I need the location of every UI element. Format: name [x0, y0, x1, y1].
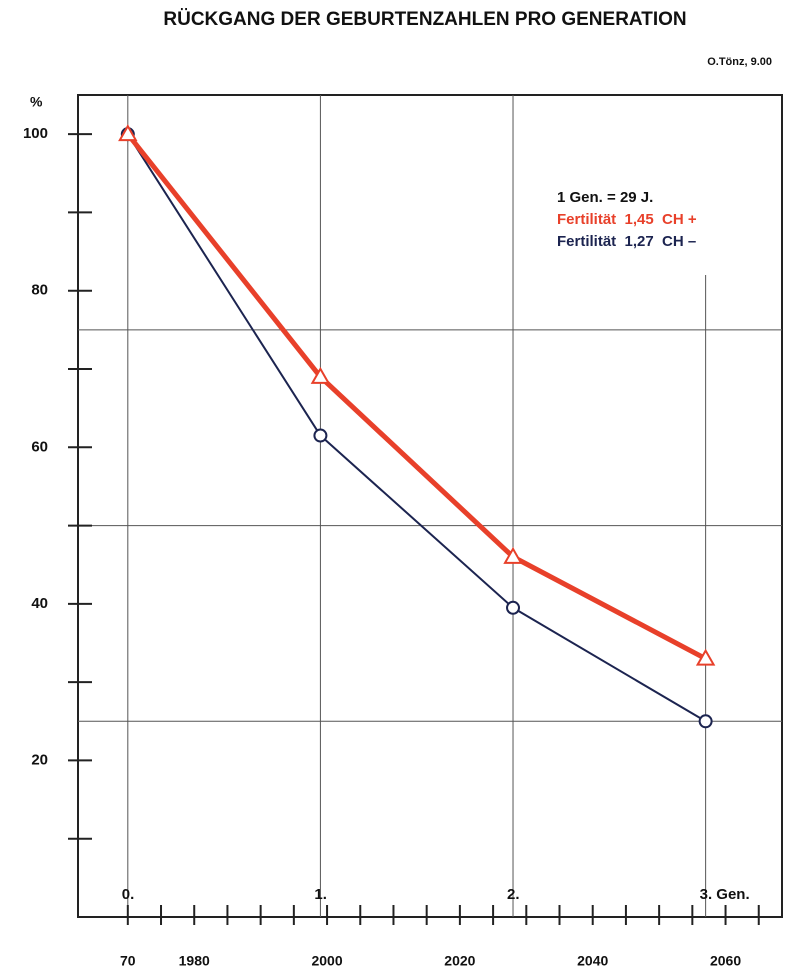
legend-entry: Fertilität 1,27 CH –: [557, 233, 696, 250]
x-tick-label: 2000: [311, 953, 342, 969]
y-tick-label: 20: [31, 751, 48, 768]
y-tick-label: 80: [31, 282, 48, 299]
marker: [118, 124, 138, 142]
y-tick-label: 100: [23, 125, 48, 142]
annotation: 1 Gen. = 29 J.: [557, 189, 653, 206]
marker: [506, 600, 521, 615]
generation-label: 3. Gen.: [700, 886, 750, 903]
x-tick-label: 70: [120, 953, 136, 969]
y-axis-label: %: [30, 94, 43, 110]
x-tick-label: 2020: [444, 953, 475, 969]
marker: [313, 428, 328, 443]
generation-label: 2.: [507, 886, 520, 903]
marker: [310, 366, 331, 384]
chart-subtitle: O.Tönz, 9.00: [707, 56, 772, 68]
x-tick-label: 1980: [179, 953, 210, 969]
marker: [695, 648, 716, 666]
chart-title: RÜCKGANG DER GEBURTENZAHLEN PRO GENERATI…: [163, 9, 686, 30]
series-line: [126, 133, 707, 723]
y-tick-label: 40: [31, 595, 48, 612]
y-tick-label: 60: [31, 438, 48, 455]
generation-label: 1.: [314, 886, 327, 903]
generation-label: 0.: [122, 886, 135, 903]
x-tick-label: 2060: [710, 953, 741, 969]
marker: [698, 714, 713, 729]
marker: [503, 546, 523, 564]
series-line: [125, 132, 707, 661]
x-tick-label: 2040: [577, 953, 608, 969]
legend-entry: Fertilität 1,45 CH +: [557, 211, 697, 228]
plot-frame: [77, 94, 783, 918]
